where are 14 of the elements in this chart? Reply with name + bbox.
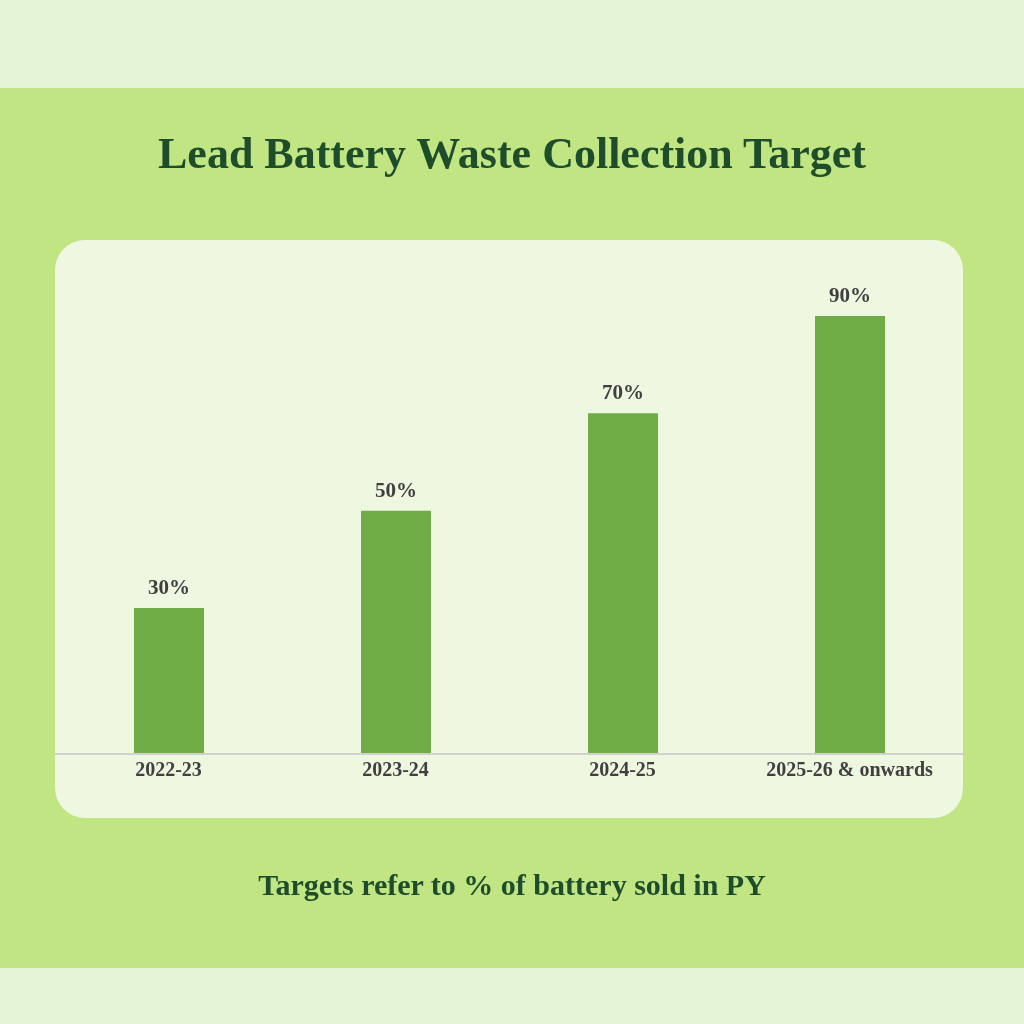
bar [815,316,885,754]
x-tick-label: 2024-25 [589,758,656,781]
chart-title: Lead Battery Waste Collection Target [157,128,867,179]
bar [588,413,658,754]
x-tick-label: 2023-24 [362,758,429,781]
bar [361,510,431,754]
data-label: 70% [602,380,644,405]
data-label: 90% [829,283,871,307]
data-label: 50% [375,477,417,502]
x-tick-label: 2022-23 [135,758,202,781]
text: Targets refer to % of battery sold in PY [257,868,767,902]
data-label: 30% [148,575,190,599]
bar [134,608,204,754]
x-tick-label: 2025-26 & onwards [766,758,934,781]
